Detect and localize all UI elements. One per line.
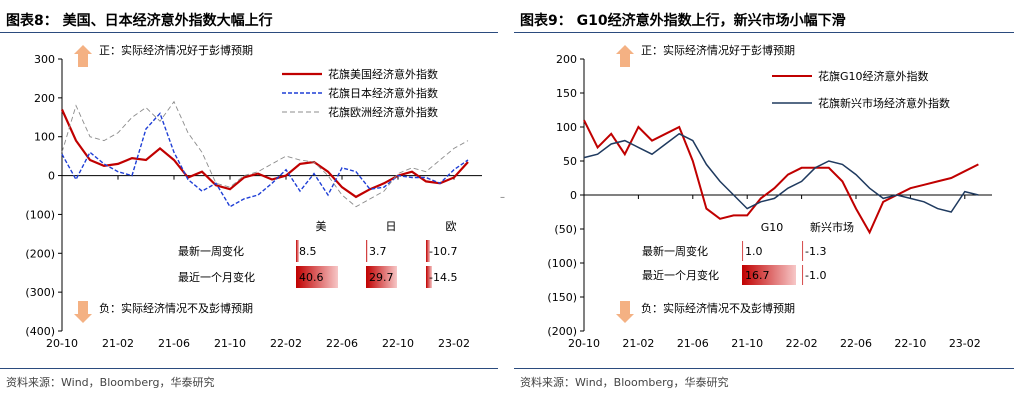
legend-label-2: 花旗新兴市场经济意外指数 bbox=[818, 96, 950, 110]
y-tick-label: 0 bbox=[570, 189, 577, 202]
x-tick-label: 21-02 bbox=[622, 337, 654, 350]
series-line-1 bbox=[583, 119, 979, 235]
y-tick-label: (50) bbox=[554, 223, 577, 236]
series-line-2 bbox=[61, 112, 469, 208]
x-tick-label: 22-02 bbox=[786, 337, 818, 350]
y-tick-label: 50 bbox=[563, 155, 577, 168]
left-source-note: 资料来源：Wind，Bloomberg，华泰研究 bbox=[6, 376, 215, 389]
x-tick-label: 21-10 bbox=[731, 337, 763, 350]
table-cell-value: -1.3 bbox=[805, 245, 826, 258]
right-title-rule bbox=[514, 32, 1014, 33]
y-tick-label: 100 bbox=[34, 131, 55, 144]
table-header: 欧 bbox=[446, 220, 457, 233]
table-header: G10 bbox=[761, 221, 784, 234]
table-row-label: 最新一周变化 bbox=[178, 244, 244, 258]
table-row-label: 最近一个月变化 bbox=[178, 270, 255, 284]
y-tick-label: 300 bbox=[34, 53, 55, 66]
up-arrow-icon bbox=[74, 45, 92, 67]
legend-label-3: 花旗欧洲经济意外指数 bbox=[328, 105, 438, 119]
left-title-rule bbox=[0, 32, 498, 33]
x-tick-label: 23-02 bbox=[438, 337, 470, 350]
table-cell-value: 40.6 bbox=[299, 271, 324, 284]
y-tick-label: (100) bbox=[25, 208, 55, 221]
table-header: 日 bbox=[386, 220, 397, 233]
right-chart: 200 150 100 50 0 (50) (100) (150) (200)20-10 21-0… bbox=[547, 43, 992, 350]
series-line-3 bbox=[61, 100, 469, 208]
left-panel: 图表8： 美国、日本经济意外指数大幅上行 300 200 100 0 (100) (200… bbox=[0, 0, 500, 402]
up-arrow-icon bbox=[616, 45, 634, 67]
x-tick-label: 22-06 bbox=[840, 337, 872, 350]
negative-annotation: 负：实际经济情况不及彭博预期 bbox=[641, 301, 795, 315]
table-cell-value: -14.5 bbox=[429, 271, 457, 284]
table-cell-bar bbox=[296, 240, 299, 262]
y-tick-label: 0 bbox=[48, 170, 55, 183]
x-tick-label: 21-10 bbox=[214, 337, 246, 350]
table-row-label: 最新一周变化 bbox=[642, 244, 708, 258]
table-cell-bar bbox=[742, 241, 744, 261]
table-cell-bar bbox=[802, 265, 804, 285]
y-tick-label: (200) bbox=[547, 325, 577, 338]
x-tick-label: 21-02 bbox=[102, 337, 134, 350]
left-chart-title: 图表8： 美国、日本经济意外指数大幅上行 bbox=[6, 13, 273, 29]
positive-annotation: 正：实际经济情况好于彭博预期 bbox=[641, 43, 795, 57]
y-tick-label: (150) bbox=[547, 291, 577, 304]
table-cell-value: 16.7 bbox=[745, 269, 770, 282]
right-source-note: 资料来源：Wind，Bloomberg，华泰研究 bbox=[520, 376, 729, 389]
left-bottom-rule bbox=[0, 368, 498, 369]
y-tick-label: 200 bbox=[556, 53, 577, 66]
x-tick-label: 20-10 bbox=[46, 337, 78, 350]
y-tick-label: (400) bbox=[25, 325, 55, 338]
legend-label-1: 花旗美国经济意外指数 bbox=[328, 67, 438, 81]
series-line-1 bbox=[60, 109, 469, 199]
table-cell-bar bbox=[802, 241, 804, 261]
right-panel: 图表9： G10经济意外指数上行，新兴市场小幅下滑 200 150 100 50 0 (5… bbox=[514, 0, 1014, 402]
legend-label-1: 花旗G10经济意外指数 bbox=[818, 69, 929, 83]
x-tick-label: 21-06 bbox=[158, 337, 190, 350]
table-cell-bar bbox=[426, 240, 430, 262]
x-tick-label: 21-06 bbox=[677, 337, 709, 350]
down-arrow-icon bbox=[74, 301, 92, 323]
x-tick-label: 22-10 bbox=[382, 337, 414, 350]
y-tick-label: 150 bbox=[556, 87, 577, 100]
table-cell-bar bbox=[426, 266, 432, 288]
legend-label-2: 花旗日本经济意外指数 bbox=[328, 86, 438, 100]
positive-annotation: 正：实际经济情况好于彭博预期 bbox=[99, 43, 253, 57]
table-cell-value: -10.7 bbox=[429, 245, 457, 258]
table-cell-bar bbox=[296, 266, 338, 288]
negative-annotation: 负：实际经济情况不及彭博预期 bbox=[99, 301, 253, 315]
x-tick-label: 22-02 bbox=[270, 337, 302, 350]
y-tick-label: (100) bbox=[547, 257, 577, 270]
x-tick-label: 23-02 bbox=[949, 337, 981, 350]
y-tick-label: 100 bbox=[556, 121, 577, 134]
left-chart: 300 200 100 0 (100) (200) (300) (400)20-10 21-02… bbox=[25, 43, 482, 350]
table-cell-bar bbox=[366, 266, 397, 288]
y-tick-label: 200 bbox=[34, 92, 55, 105]
table-cell-bar bbox=[366, 240, 368, 262]
down-arrow-icon bbox=[616, 301, 634, 323]
table-cell-value: 3.7 bbox=[369, 245, 387, 258]
table-header: 新兴市场 bbox=[810, 220, 854, 234]
series-line-2 bbox=[583, 132, 979, 213]
x-tick-label: 20-10 bbox=[568, 337, 600, 350]
right-chart-title: 图表9： G10经济意外指数上行，新兴市场小幅下滑 bbox=[520, 13, 846, 29]
x-tick-label: 22-10 bbox=[894, 337, 926, 350]
table-header: 美 bbox=[316, 220, 327, 233]
x-tick-label: 22-06 bbox=[326, 337, 358, 350]
table-cell-value: -1.0 bbox=[805, 269, 826, 282]
table-row-label: 最近一个月变化 bbox=[642, 268, 719, 282]
table-cell-value: 1.0 bbox=[745, 245, 763, 258]
y-tick-label: (200) bbox=[25, 247, 55, 260]
table-cell-bar bbox=[742, 265, 796, 285]
divider-mark: – bbox=[500, 192, 505, 203]
right-bottom-rule bbox=[514, 368, 1014, 369]
y-tick-label: (300) bbox=[25, 286, 55, 299]
table-cell-value: 8.5 bbox=[299, 245, 317, 258]
table-cell-value: 29.7 bbox=[369, 271, 394, 284]
